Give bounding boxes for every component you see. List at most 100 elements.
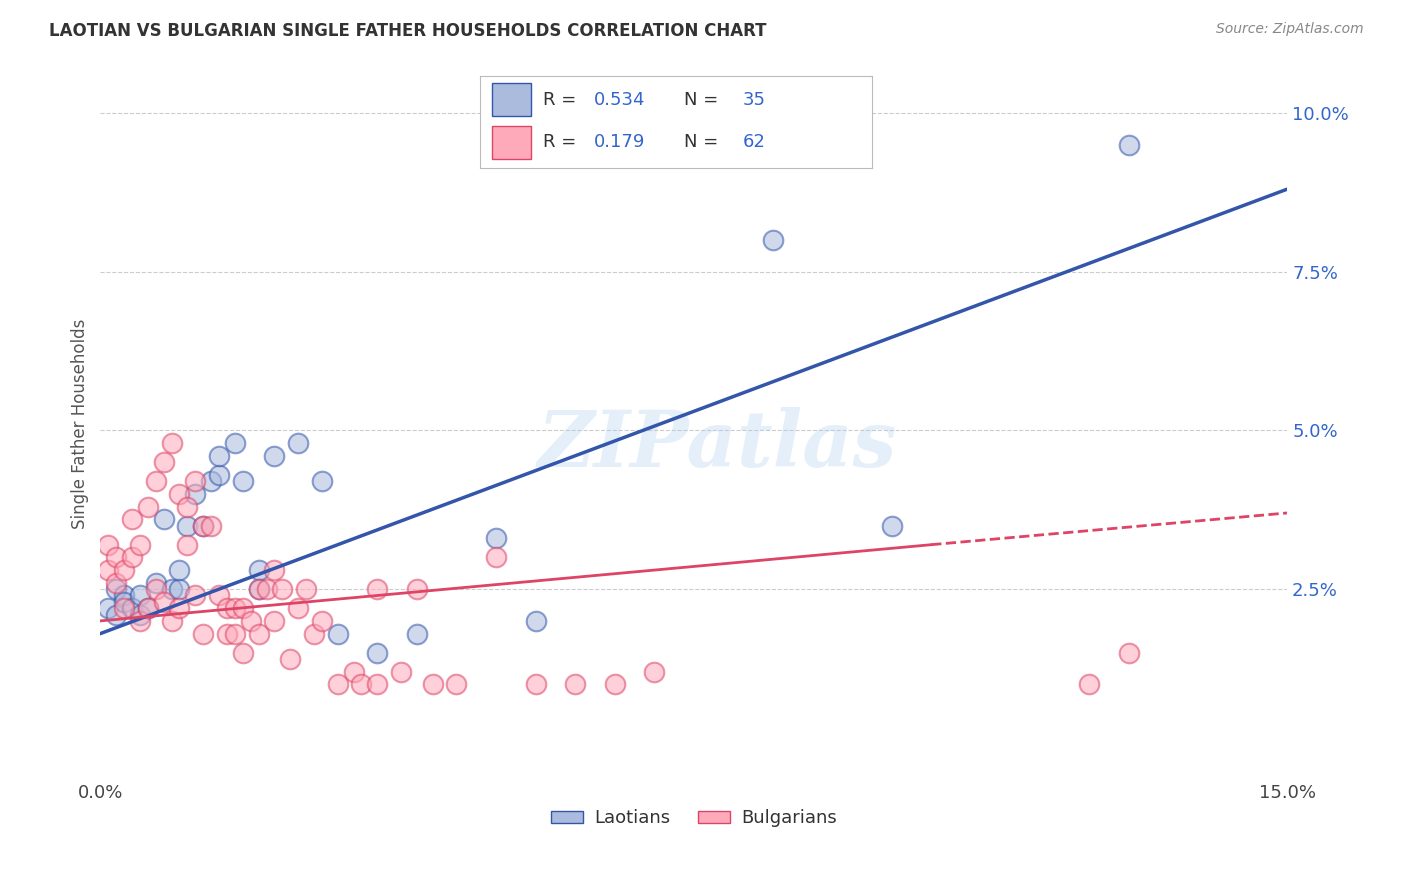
Point [302, 626, 325, 640]
Text: Source: ZipAtlas.com: Source: ZipAtlas.com [1216, 22, 1364, 37]
Point [326, 626, 349, 640]
Point [564, 677, 586, 691]
Point [603, 677, 626, 691]
Point [1118, 646, 1140, 660]
Point [239, 614, 262, 628]
Point [311, 614, 333, 628]
Point [136, 601, 159, 615]
Text: LAOTIAN VS BULGARIAN SINGLE FATHER HOUSEHOLDS CORRELATION CHART: LAOTIAN VS BULGARIAN SINGLE FATHER HOUSE… [49, 22, 766, 40]
Point [247, 582, 270, 596]
Point [160, 614, 183, 628]
Point [169, 601, 191, 615]
Point [200, 518, 222, 533]
Point [129, 614, 152, 628]
Point [350, 677, 373, 691]
Point [160, 436, 183, 450]
Point [366, 677, 388, 691]
Point [105, 582, 128, 596]
Point [152, 512, 174, 526]
Point [405, 582, 427, 596]
Point [485, 532, 508, 546]
Point [485, 550, 508, 565]
Point [524, 677, 547, 691]
Point [145, 582, 167, 596]
Point [193, 626, 215, 640]
Point [208, 589, 231, 603]
Point [136, 601, 159, 615]
Point [366, 582, 388, 596]
Point [405, 626, 427, 640]
Point [326, 677, 349, 691]
Point [169, 582, 191, 596]
Point [215, 626, 238, 640]
Point [263, 614, 285, 628]
Point [176, 500, 198, 514]
Point [232, 474, 254, 488]
Point [112, 595, 135, 609]
Point [311, 474, 333, 488]
Point [295, 582, 318, 596]
Point [145, 575, 167, 590]
Legend: Laotians, Bulgarians: Laotians, Bulgarians [544, 802, 844, 835]
Point [232, 601, 254, 615]
Point [762, 233, 785, 247]
Point [112, 563, 135, 577]
Point [287, 601, 309, 615]
Point [1078, 677, 1101, 691]
Point [121, 512, 143, 526]
Point [176, 538, 198, 552]
Point [184, 589, 207, 603]
Point [389, 665, 412, 679]
Point [136, 500, 159, 514]
Point [224, 601, 246, 615]
Point [247, 626, 270, 640]
Point [121, 601, 143, 615]
Point [366, 646, 388, 660]
Point [880, 518, 903, 533]
Point [176, 518, 198, 533]
Y-axis label: Single Father Households: Single Father Households [72, 318, 89, 529]
Point [263, 563, 285, 577]
Point [271, 582, 294, 596]
Point [169, 487, 191, 501]
Point [278, 652, 301, 666]
Point [112, 601, 135, 615]
Point [193, 518, 215, 533]
Point [208, 467, 231, 482]
Point [232, 646, 254, 660]
Point [247, 563, 270, 577]
Point [105, 550, 128, 565]
Point [193, 518, 215, 533]
Point [208, 449, 231, 463]
Point [184, 487, 207, 501]
Point [524, 614, 547, 628]
Point [200, 474, 222, 488]
Point [160, 582, 183, 596]
Point [224, 436, 246, 450]
Point [129, 538, 152, 552]
Point [446, 677, 468, 691]
Point [129, 589, 152, 603]
Point [256, 582, 278, 596]
Point [422, 677, 444, 691]
Point [184, 474, 207, 488]
Point [112, 589, 135, 603]
Point [643, 665, 665, 679]
Point [97, 538, 120, 552]
Point [1118, 137, 1140, 152]
Point [215, 601, 238, 615]
Point [263, 449, 285, 463]
Point [105, 575, 128, 590]
Point [121, 550, 143, 565]
Point [97, 601, 120, 615]
Point [105, 607, 128, 622]
Point [247, 582, 270, 596]
Point [169, 563, 191, 577]
Point [342, 665, 364, 679]
Point [129, 607, 152, 622]
Point [224, 626, 246, 640]
Point [145, 474, 167, 488]
Point [287, 436, 309, 450]
Point [152, 455, 174, 469]
Point [97, 563, 120, 577]
